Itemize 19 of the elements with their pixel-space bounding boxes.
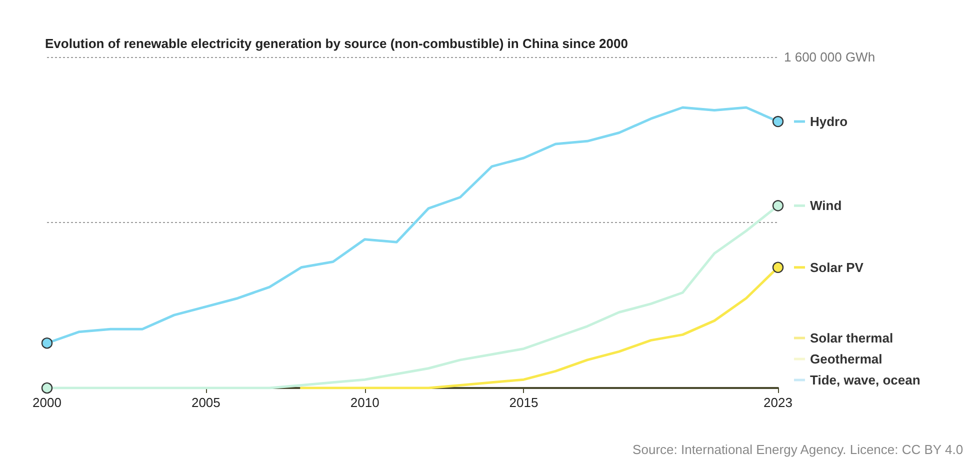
source-note: Source: International Energy Agency. Licence: CC BY 4.0 (632, 442, 964, 457)
legend-label: Hydro (810, 114, 848, 130)
legend-label: Geothermal (810, 352, 882, 366)
point (41, 338, 53, 349)
point (772, 200, 784, 212)
x-tick-label: 2015 (509, 395, 538, 410)
point (772, 116, 784, 128)
point (41, 382, 53, 394)
x-tick-label: 2010 (350, 395, 380, 410)
x-tick-label: 2005 (191, 395, 220, 410)
point (772, 262, 784, 273)
legend-label: Tide, wave, ocean (810, 372, 920, 388)
legend-label: Solar thermal (810, 330, 894, 346)
chart-title: Evolution of renewable electricity generation by source (non-combustible) in China since 2000 (45, 36, 628, 51)
x-tick-label: 2023 (764, 395, 792, 410)
x-tick-label: 2000 (32, 395, 62, 410)
legend-label: Solar PV (810, 260, 864, 275)
ref-line-label: 1 600 000 GWh (784, 50, 876, 64)
legend-label: Wind (810, 198, 842, 214)
